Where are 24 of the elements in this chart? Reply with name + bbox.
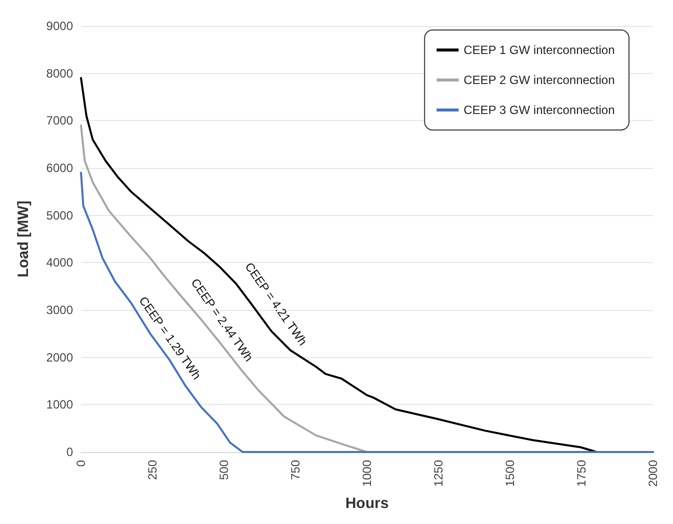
x-tick-label: 1750 xyxy=(574,460,588,487)
legend-label: CEEP 1 GW interconnection xyxy=(464,43,615,57)
x-tick-label: 1250 xyxy=(432,460,446,487)
x-tick-label: 1000 xyxy=(360,460,374,487)
y-tick-label: 3000 xyxy=(46,303,74,317)
y-tick-label: 9000 xyxy=(46,19,74,33)
y-axis-title: Load [MW] xyxy=(15,200,32,278)
x-tick-label: 750 xyxy=(288,460,302,480)
y-tick-label: 7000 xyxy=(46,114,74,128)
legend-label: CEEP 2 GW interconnection xyxy=(464,73,615,87)
y-tick-label: 5000 xyxy=(46,208,74,222)
y-tick-label: 8000 xyxy=(46,66,74,80)
x-axis-title: Hours xyxy=(345,495,389,512)
x-tick-label: 2000 xyxy=(646,460,660,487)
y-tick-label: 4000 xyxy=(46,256,74,270)
y-tick-label: 6000 xyxy=(46,161,74,175)
x-tick-label: 250 xyxy=(146,460,160,480)
y-tick-label: 0 xyxy=(66,445,74,459)
x-tick-label: 500 xyxy=(217,460,231,480)
legend-label: CEEP 3 GW interconnection xyxy=(464,103,615,117)
y-tick-label: 1000 xyxy=(46,398,74,412)
y-tick-label: 2000 xyxy=(46,350,74,364)
x-tick-label: 1500 xyxy=(503,460,517,487)
x-tick-label: 0 xyxy=(74,460,88,467)
